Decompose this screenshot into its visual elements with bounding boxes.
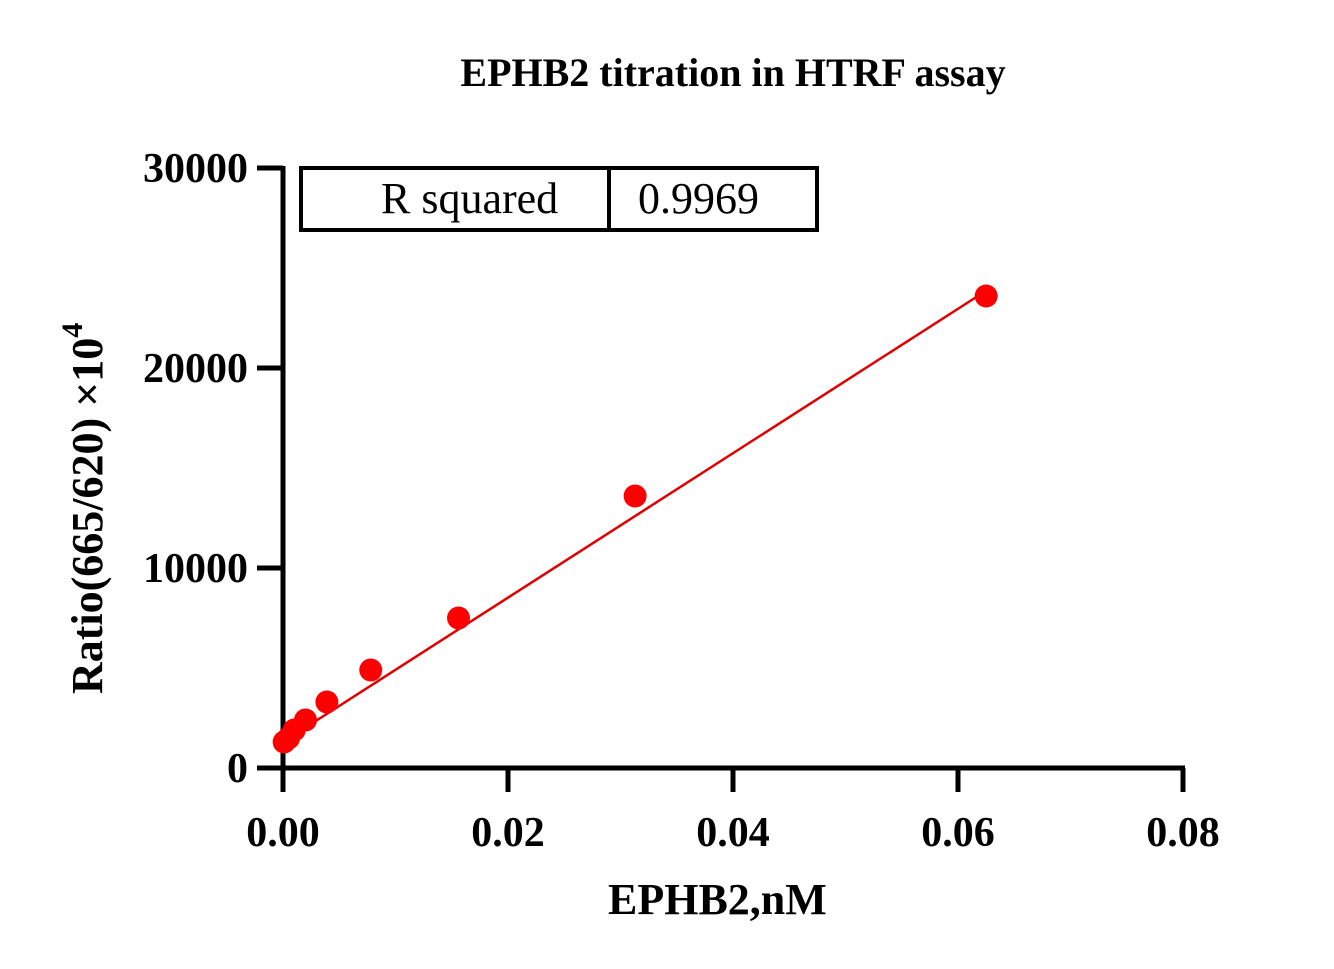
data-point	[447, 606, 470, 630]
data-point	[623, 484, 647, 508]
x-tick-label: 0.02	[471, 810, 545, 856]
x-tick-label: 0.06	[921, 810, 995, 856]
fit-line-group	[282, 289, 987, 744]
y-tick-label: 0	[227, 746, 248, 792]
data-point	[974, 284, 998, 308]
y-axis-label: Ratio(665/620) ×104	[56, 323, 112, 694]
x-tick-label: 0.00	[246, 810, 320, 856]
data-point	[315, 690, 339, 714]
y-axis-label-superscript: 4	[56, 323, 89, 338]
x-axis-label: EPHB2,nM	[608, 875, 827, 924]
data-points	[272, 284, 998, 754]
y-tick-label: 20000	[143, 346, 248, 392]
chart-title: EPHB2 titration in HTRF assay	[460, 50, 1005, 95]
y-axis-ticks: 0 10000 20000 30000	[143, 146, 283, 792]
x-tick-label: 0.08	[1146, 810, 1220, 856]
y-axis-label-group: Ratio(665/620) ×104	[56, 323, 112, 694]
data-point	[359, 658, 383, 682]
r-squared-label: R squared	[381, 174, 558, 223]
y-axis-label-text: Ratio(665/620) ×10	[63, 338, 112, 694]
y-tick-label: 10000	[143, 546, 248, 592]
r-squared-table: R squared 0.9969	[299, 166, 819, 232]
data-point	[294, 708, 317, 732]
r-squared-value: 0.9969	[638, 174, 759, 223]
x-axis-ticks: 0.00 0.02 0.04 0.06 0.08	[246, 768, 1220, 856]
y-tick-label: 30000	[143, 146, 248, 192]
x-tick-label: 0.04	[696, 810, 770, 856]
r-squared-table-border	[299, 166, 819, 232]
fit-line	[282, 289, 987, 744]
